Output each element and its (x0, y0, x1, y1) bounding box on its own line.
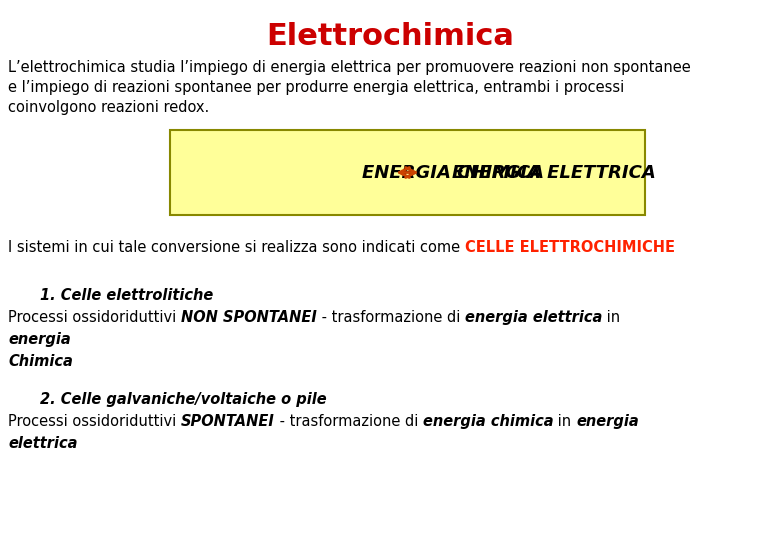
Text: in: in (553, 414, 576, 429)
Text: energia chimica: energia chimica (423, 414, 553, 429)
Text: - trasformazione di: - trasformazione di (275, 414, 423, 429)
Text: - trasformazione di: - trasformazione di (317, 310, 465, 325)
Text: ENERGIA CHIMICA: ENERGIA CHIMICA (363, 164, 544, 181)
Text: 2. Celle galvaniche/voltaiche o pile: 2. Celle galvaniche/voltaiche o pile (40, 392, 327, 407)
Text: L’elettrochimica studia l’impiego di energia elettrica per promuovere reazioni n: L’elettrochimica studia l’impiego di ene… (8, 60, 691, 75)
Text: Elettrochimica: Elettrochimica (266, 22, 514, 51)
Text: elettrica: elettrica (8, 436, 77, 451)
Text: Chimica: Chimica (8, 354, 73, 369)
Text: ENERGIA ELETTRICA: ENERGIA ELETTRICA (452, 164, 655, 181)
Text: CELLE ELETTROCHIMICHE: CELLE ELETTROCHIMICHE (465, 240, 675, 255)
Text: I sistemi in cui tale conversione si realizza sono indicati come: I sistemi in cui tale conversione si rea… (8, 240, 465, 255)
Text: coinvolgono reazioni redox.: coinvolgono reazioni redox. (8, 100, 209, 115)
Text: SPONTANEI: SPONTANEI (181, 414, 275, 429)
Text: energia elettrica: energia elettrica (465, 310, 602, 325)
Text: Processi ossidoriduttivi: Processi ossidoriduttivi (8, 310, 181, 325)
Text: Processi ossidoriduttivi: Processi ossidoriduttivi (8, 414, 181, 429)
Text: energia: energia (8, 332, 71, 347)
Text: energia: energia (576, 414, 639, 429)
Text: NON SPONTANEI: NON SPONTANEI (181, 310, 317, 325)
Text: in: in (602, 310, 620, 325)
Text: 1. Celle elettrolitiche: 1. Celle elettrolitiche (40, 288, 213, 303)
Bar (170, 130, 645, 215)
Text: e l’impiego di reazioni spontanee per produrre energia elettrica, entrambi i pro: e l’impiego di reazioni spontanee per pr… (8, 80, 624, 95)
